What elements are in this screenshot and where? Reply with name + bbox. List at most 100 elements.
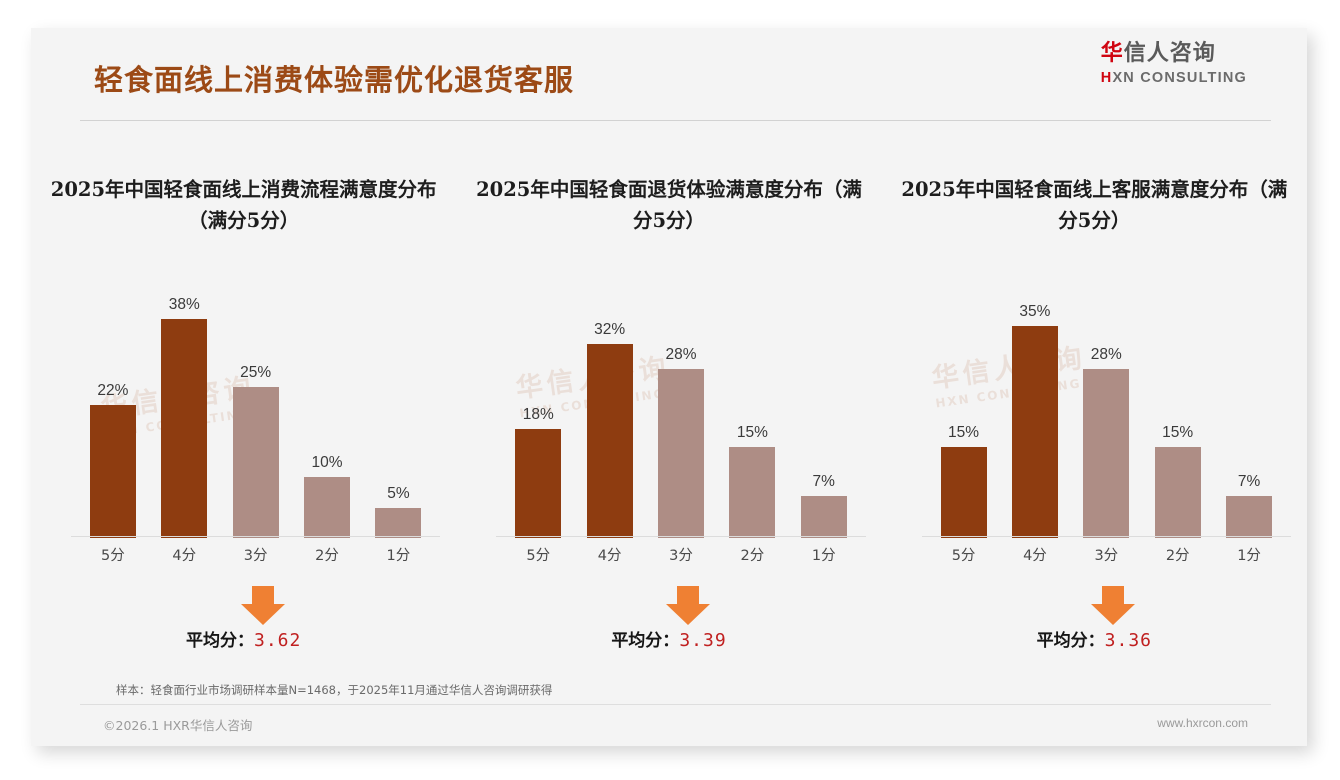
bar[interactable]: [800, 496, 847, 538]
x-axis-labels: 5分 4分 3分 2分 1分: [504, 544, 857, 565]
x-tick-label: 1分: [386, 548, 411, 564]
bar-group: 22% 38% 25% 10% 5%: [79, 296, 432, 538]
logo-chinese-text: 华信人咨询: [1101, 41, 1247, 67]
bar[interactable]: [232, 387, 279, 538]
header-divider: [80, 120, 1271, 121]
logo-rest-chars: 信人咨询: [1123, 41, 1216, 66]
bar[interactable]: [1226, 496, 1273, 538]
x-tick-label: 1分: [1237, 548, 1261, 564]
average-value: 3.62: [253, 630, 302, 651]
bar-value-label: 7%: [812, 473, 835, 490]
bar-value-label: 35%: [1019, 303, 1051, 320]
x-tick-label: 3分: [243, 548, 268, 564]
bar-item[interactable]: 28%: [1072, 296, 1140, 538]
bar[interactable]: [586, 344, 633, 538]
average-value: 3.39: [679, 630, 727, 651]
bar[interactable]: [1154, 447, 1201, 538]
bar[interactable]: [89, 405, 136, 538]
bar-value-label: 25%: [240, 364, 272, 381]
bar-item[interactable]: 38%: [150, 296, 218, 538]
chart-panel-3: 2025年中国轻食面线上客服满意度分布（满分5分） 华信人咨询 HXN CONSUL…: [882, 146, 1307, 666]
x-tick-label: 4分: [597, 548, 622, 564]
average-score: 平均分：3.39: [456, 626, 881, 651]
bar-item[interactable]: 25%: [222, 296, 290, 538]
brand-logo: 华信人咨询 HXN CONSULTING: [1101, 41, 1247, 86]
x-tick-label: 2分: [740, 548, 765, 564]
x-axis-line: [71, 536, 441, 537]
bar-item[interactable]: 10%: [293, 296, 361, 538]
x-axis-labels: 5分 4分 3分 2分 1分: [930, 544, 1283, 565]
bar-value-label: 5%: [387, 485, 410, 502]
bar[interactable]: [940, 447, 987, 538]
average-value: 3.36: [1104, 630, 1152, 651]
bar-item[interactable]: 35%: [1001, 296, 1069, 538]
chart-title: 2025年中国轻食面线上客服满意度分布（满分5分）: [901, 178, 1288, 232]
x-axis-line: [921, 536, 1291, 537]
logo-en-accent: H: [1100, 70, 1113, 86]
arrow-container: [882, 586, 1307, 631]
average-score: 平均分：3.62: [31, 626, 456, 651]
bar-value-label: 15%: [948, 424, 980, 441]
x-tick-label: 5分: [101, 548, 125, 564]
bar-item[interactable]: 15%: [1144, 296, 1212, 538]
sample-footnote: 样本：轻食面行业市场调研样本量N=1468，于2025年11月通过华信人咨询调研…: [116, 683, 553, 697]
bar-value-label: 18%: [522, 406, 554, 423]
page-title: 轻食面线上消费体验需优化退货客服: [94, 63, 575, 97]
slide-header: 轻食面线上消费体验需优化退货客服 华信人咨询 HXN CONSULTING: [31, 28, 1307, 121]
bar[interactable]: [304, 477, 351, 538]
bar-item[interactable]: 15%: [718, 296, 786, 538]
plot-area: 18% 32% 28% 15% 7%: [456, 296, 881, 538]
x-tick-label: 2分: [1165, 548, 1190, 564]
x-tick-label: 5分: [951, 548, 976, 564]
plot-area: 22% 38% 25% 10% 5%: [31, 296, 456, 538]
bar[interactable]: [1083, 369, 1130, 538]
bar-item[interactable]: 15%: [930, 296, 998, 538]
chart-title: 2025年中国轻食面线上消费流程满意度分布（满分5分）: [50, 178, 437, 232]
average-label: 平均分：: [185, 631, 254, 651]
logo-english-text: HXN CONSULTING: [1101, 70, 1247, 86]
bar[interactable]: [515, 429, 562, 538]
bar-group: 18% 32% 28% 15% 7%: [504, 296, 857, 538]
bar-value-label: 28%: [1090, 346, 1122, 363]
bar-value-label: 7%: [1237, 473, 1261, 490]
bar-value-label: 28%: [665, 346, 697, 363]
average-score: 平均分：3.36: [882, 626, 1307, 651]
website-url[interactable]: www.hxrcon.com: [1157, 716, 1248, 730]
bar-value-label: 32%: [594, 321, 626, 338]
bar-value-label: 10%: [311, 454, 343, 471]
bar[interactable]: [729, 447, 776, 538]
x-tick-label: 4分: [1023, 548, 1047, 564]
bar-item[interactable]: 22%: [79, 296, 147, 538]
bar-value-label: 15%: [1162, 424, 1194, 441]
x-tick-label: 2分: [315, 548, 339, 564]
bar-item[interactable]: 28%: [647, 296, 715, 538]
bar-value-label: 15%: [736, 424, 768, 441]
bar[interactable]: [1011, 326, 1058, 538]
logo-accent-char: 华: [1100, 41, 1124, 66]
arrow-container: [31, 586, 456, 631]
x-axis-labels: 5分 4分 3分 2分 1分: [79, 544, 432, 565]
bar-group: 15% 35% 28% 15% 7%: [930, 296, 1283, 538]
bar-item[interactable]: 18%: [504, 296, 572, 538]
bar-item[interactable]: 5%: [365, 296, 433, 538]
average-label: 平均分：: [611, 631, 680, 651]
bar[interactable]: [161, 319, 208, 538]
bar-value-label: 22%: [97, 382, 129, 399]
x-tick-label: 5分: [526, 548, 551, 564]
footer-divider: [80, 704, 1271, 705]
average-label: 平均分：: [1036, 631, 1105, 651]
x-axis-line: [496, 536, 866, 537]
bar-item[interactable]: 7%: [790, 296, 858, 538]
bar[interactable]: [657, 369, 704, 538]
plot-area: 15% 35% 28% 15% 7%: [882, 296, 1307, 538]
bar[interactable]: [375, 508, 422, 538]
bar-item[interactable]: 32%: [576, 296, 644, 538]
chart-title: 2025年中国轻食面退货体验满意度分布（满分5分）: [476, 178, 862, 232]
bar-item[interactable]: 7%: [1215, 296, 1283, 538]
down-arrow-icon: [239, 586, 287, 631]
x-tick-label: 1分: [811, 548, 836, 564]
copyright-text: ©2026.1 HXR华信人咨询: [103, 718, 253, 733]
logo-en-rest: XN CONSULTING: [1112, 70, 1247, 86]
